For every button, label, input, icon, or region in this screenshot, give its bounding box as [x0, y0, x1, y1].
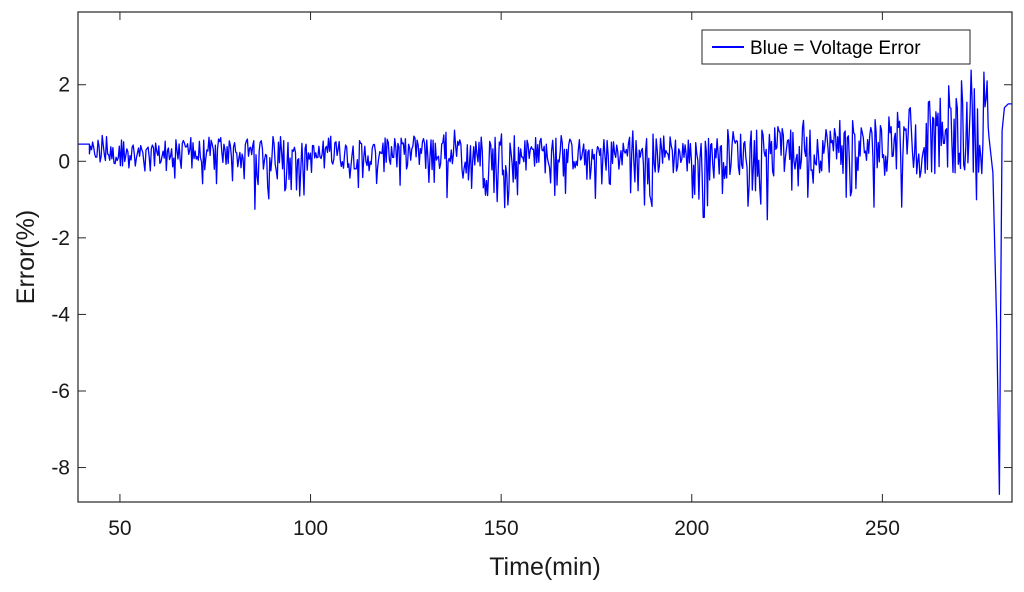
legend-series-label: Blue = Voltage Error: [750, 38, 921, 59]
y-axis-label: Error(%): [12, 210, 40, 304]
y-tick-label: 0: [58, 150, 70, 173]
x-tick-label: 50: [108, 517, 131, 540]
x-axis-label: Time(min): [489, 553, 601, 581]
y-tick-label: -2: [51, 227, 70, 250]
x-tick-label: 200: [674, 517, 709, 540]
y-axis-ticks: -8 -6 -4 -2 0 2: [51, 74, 1012, 480]
y-tick-label: 2: [58, 74, 70, 97]
y-tick-label: -8: [51, 457, 70, 480]
y-tick-label: -4: [51, 303, 70, 326]
axes-box: [77, 11, 1013, 503]
plot-area: [78, 69, 1012, 495]
y-tick-label: -6: [51, 380, 70, 403]
x-tick-label: 100: [293, 517, 328, 540]
legend: Blue = Voltage Error: [701, 29, 971, 65]
x-tick-label: 250: [865, 517, 900, 540]
x-tick-label: 150: [484, 517, 519, 540]
legend-box: [701, 29, 971, 65]
x-axis-ticks: 50 100 150 200 250: [108, 12, 900, 540]
plot-background: [78, 12, 1012, 502]
series-line-voltage-error: [78, 69, 1012, 495]
